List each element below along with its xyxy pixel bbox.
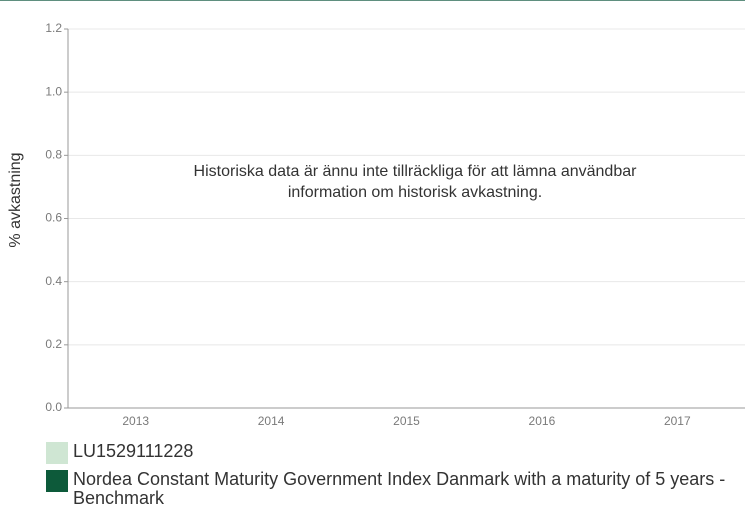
legend-label: LU1529111228 bbox=[73, 441, 194, 461]
annotation: Historiska data är ännu inte tillräcklig… bbox=[194, 163, 638, 180]
x-tick-label: 2017 bbox=[664, 414, 691, 428]
y-tick-label: 1.2 bbox=[45, 21, 62, 35]
y-tick-label: 0.2 bbox=[45, 337, 62, 351]
legend-swatch bbox=[46, 470, 68, 492]
x-tick-label: 2014 bbox=[258, 414, 285, 428]
x-tick-label: 2016 bbox=[529, 414, 556, 428]
chart: % avkastning 0.0 0.2 0.4 0.6 0.8 1.0 1.2 Histor… bbox=[0, 0, 745, 428]
legend-item: LU1529111228 bbox=[46, 442, 736, 464]
y-tick-label: 1.0 bbox=[45, 84, 62, 98]
legend-label: Nordea Constant Maturity Government Inde… bbox=[73, 469, 726, 508]
legend-item: Nordea Constant Maturity Government Inde… bbox=[46, 470, 736, 508]
y-tick-label: 0.4 bbox=[45, 274, 62, 288]
annotation: information om historisk avkastning. bbox=[288, 184, 542, 201]
y-tick-label: 0.8 bbox=[45, 148, 62, 162]
legend: LU1529111228 Nordea Constant Maturity Gov… bbox=[46, 442, 736, 514]
x-tick-label: 2013 bbox=[122, 414, 149, 428]
y-tick-label: 0.6 bbox=[45, 211, 62, 225]
x-tick-label: 2015 bbox=[393, 414, 420, 428]
y-axis-label: % avkastning bbox=[7, 152, 24, 247]
legend-swatch bbox=[46, 442, 68, 464]
y-tick-label: 0.0 bbox=[45, 400, 62, 414]
